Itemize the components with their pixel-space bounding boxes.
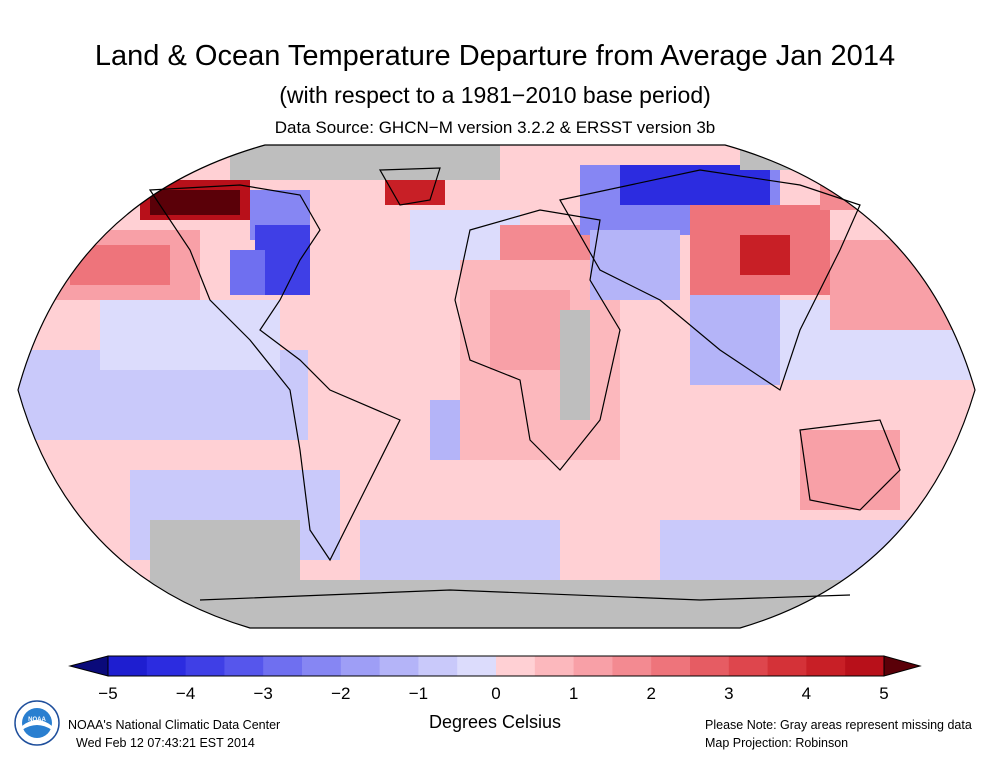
footer-org: NOAA's National Climatic Data Center	[68, 718, 281, 732]
colorbar-tick-label: 5	[879, 684, 889, 703]
colorbar-swatch	[573, 656, 613, 676]
colorbar-tick-label: 2	[646, 684, 656, 703]
data-source: Data Source: GHCN−M version 3.2.2 & ERSS…	[274, 118, 716, 137]
coastlines	[148, 167, 901, 601]
colorbar-swatch	[728, 656, 769, 676]
noaa-logo-icon: NOAA	[14, 700, 60, 746]
colorbar-swatch	[496, 656, 536, 676]
colorbar-frame	[107, 655, 885, 677]
colorbar-tick-label: 3	[724, 684, 734, 703]
colorbar-swatch	[340, 656, 381, 676]
colorbar-swatch	[146, 656, 187, 676]
colorbar-swatch	[767, 656, 807, 676]
footer-timestamp: Wed Feb 12 07:43:21 EST 2014	[76, 736, 255, 750]
colorbar-swatch	[845, 656, 885, 676]
colorbar-units-label: Degrees Celsius	[428, 712, 562, 732]
colorbar-swatch	[690, 656, 730, 676]
colorbar-swatch	[651, 656, 691, 676]
colorbar-tick-label: 0	[491, 684, 501, 703]
colorbar-swatch	[379, 656, 419, 676]
map-subtitle: (with respect to a 1981−2010 base period…	[279, 82, 711, 108]
map-outline	[17, 144, 976, 629]
colorbar-swatch	[224, 656, 264, 676]
colorbar-swatch	[806, 656, 846, 676]
colorbar-swatch	[534, 656, 575, 676]
colorbar-tick-label: −5	[98, 684, 118, 703]
footer-missing-note: Please Note: Gray areas represent missin…	[705, 718, 972, 732]
colorbar-tick-label: −3	[253, 684, 273, 703]
footer-projection: Map Projection: Robinson	[705, 736, 849, 750]
colorbar-swatch	[263, 656, 303, 676]
colorbar-high-arrow	[883, 655, 922, 677]
colorbar-tick-label: −2	[331, 684, 351, 703]
anomaly-field	[18, 145, 975, 628]
colorbar-swatch	[108, 656, 148, 676]
colorbar-low-arrow	[68, 655, 109, 677]
colorbar-swatch	[418, 656, 458, 676]
colorbar-tick-label: −1	[408, 684, 429, 703]
world-map	[17, 144, 976, 629]
colorbar-swatch	[185, 656, 225, 676]
colorbar-swatch	[457, 656, 497, 676]
colorbar-swatch	[302, 656, 342, 676]
colorbar-swatch	[612, 656, 652, 676]
colorbar-tick-label: 4	[801, 684, 812, 703]
svg-text:NOAA: NOAA	[28, 717, 46, 723]
colorbar-tick-label: 1	[568, 684, 579, 703]
map-title: Land & Ocean Temperature Departure from …	[94, 40, 896, 72]
colorbar-tick-label: −4	[175, 684, 196, 703]
